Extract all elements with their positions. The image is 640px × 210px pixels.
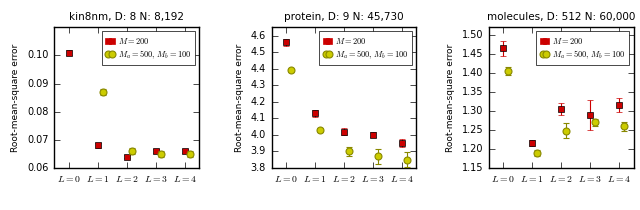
Y-axis label: Root-mean-square error: Root-mean-square error [235,43,244,152]
Y-axis label: Root-mean-square error: Root-mean-square error [445,43,454,152]
Legend: $M = 200$, $M_a = 500,\, M_b = 100$: $M = 200$, $M_a = 500,\, M_b = 100$ [536,32,629,65]
Legend: $M = 200$, $M_a = 500,\, M_b = 100$: $M = 200$, $M_a = 500,\, M_b = 100$ [102,32,195,65]
Legend: $M = 200$, $M_a = 500,\, M_b = 100$: $M = 200$, $M_a = 500,\, M_b = 100$ [319,32,412,65]
Title: kin8nm, D: 8 N: 8,192: kin8nm, D: 8 N: 8,192 [69,12,184,22]
Title: protein, D: 9 N: 45,730: protein, D: 9 N: 45,730 [284,12,404,22]
Title: molecules, D: 512 N: 60,000: molecules, D: 512 N: 60,000 [487,12,636,22]
Y-axis label: Root-mean-square error: Root-mean-square error [12,43,20,152]
